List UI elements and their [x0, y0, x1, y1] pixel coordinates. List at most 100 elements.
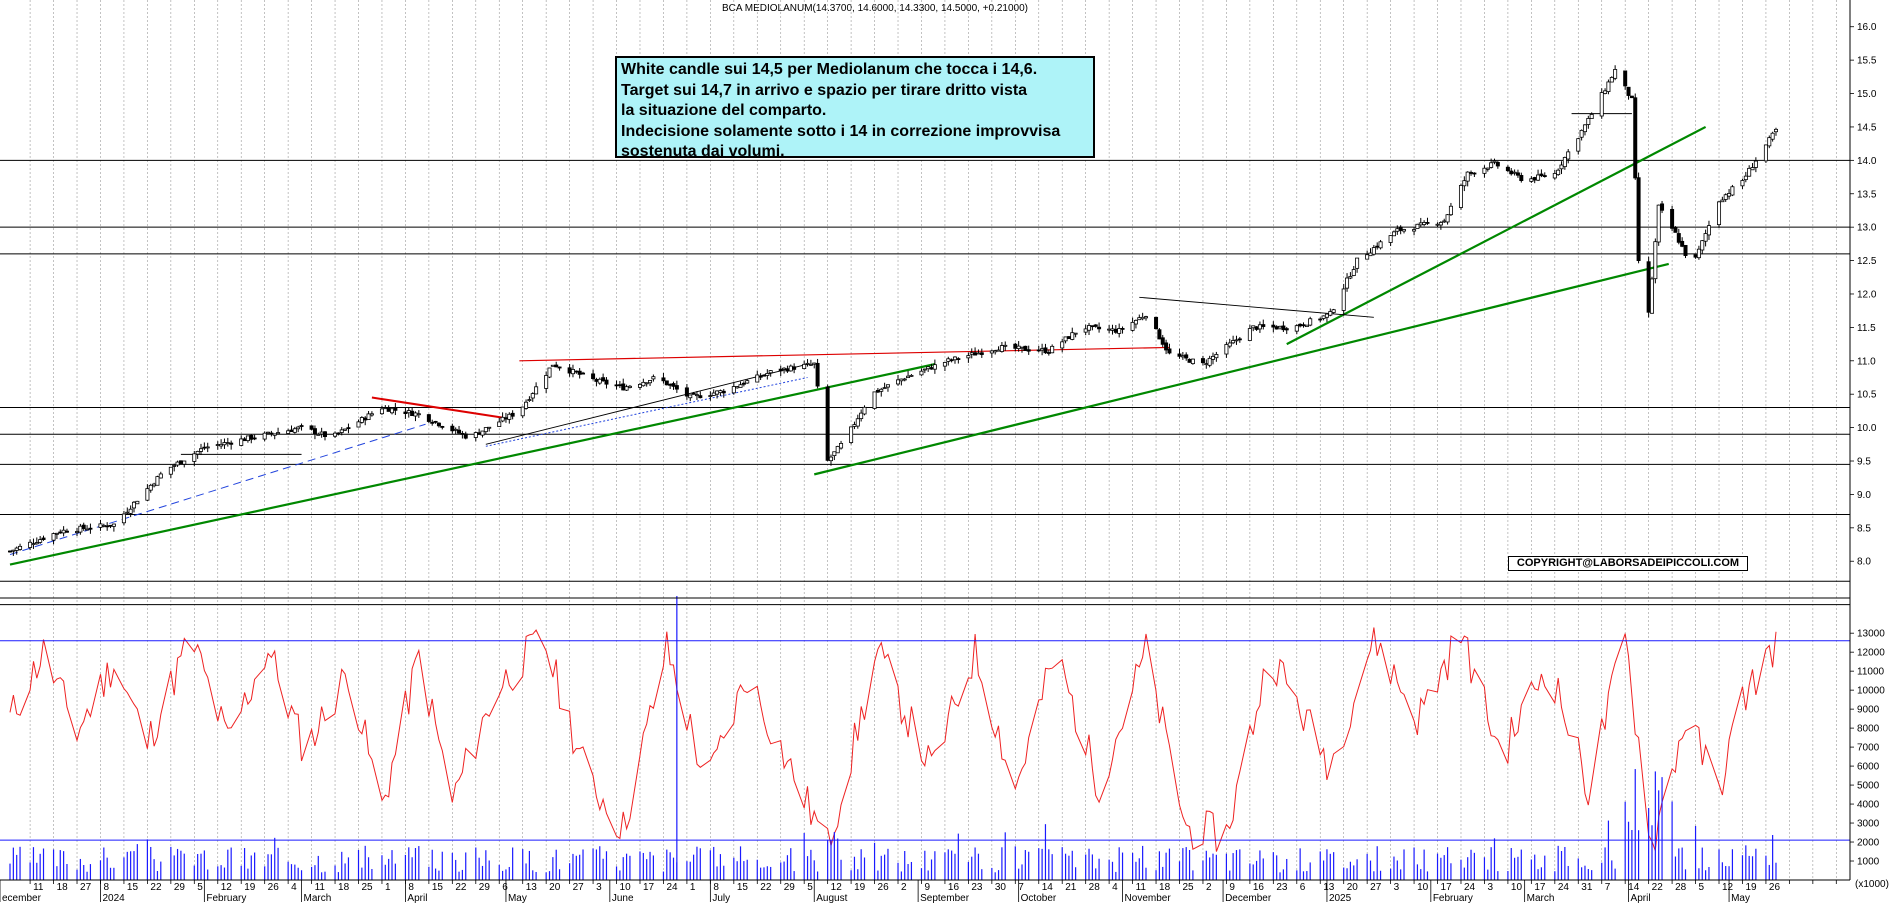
candle — [266, 431, 271, 434]
candle — [1278, 325, 1283, 330]
candle-body — [1696, 248, 1701, 259]
candle-body — [1274, 326, 1279, 330]
candle — [346, 423, 351, 434]
candle-body — [1609, 77, 1614, 83]
candle — [356, 419, 361, 428]
day-tick-label: 29 — [784, 882, 796, 893]
day-tick-label: 17 — [1534, 882, 1546, 893]
candle — [1137, 314, 1142, 321]
candle-body — [379, 408, 384, 415]
candle — [1351, 265, 1356, 277]
candle-body — [637, 383, 642, 388]
candle-body — [1512, 171, 1517, 174]
candle-body — [503, 417, 508, 420]
candle-body — [336, 432, 341, 435]
day-tick-label: 8 — [408, 882, 414, 893]
candle — [1720, 196, 1725, 203]
price-tick-label: 12.0 — [1857, 289, 1877, 300]
candle — [668, 383, 673, 389]
day-tick-label: 2 — [1206, 882, 1212, 893]
price-tick-label: 12.5 — [1857, 256, 1877, 267]
day-tick-label: 13 — [1323, 882, 1335, 893]
candle-body — [849, 426, 854, 443]
candle-body — [108, 524, 113, 527]
candle — [168, 466, 173, 479]
candle-body — [1562, 157, 1567, 168]
candle-body — [1231, 340, 1236, 344]
candle-body — [205, 446, 210, 449]
candle — [14, 546, 19, 555]
candle-body — [718, 390, 723, 394]
candle-body — [75, 531, 80, 533]
candle-body — [1214, 354, 1219, 359]
candle-body — [1351, 269, 1356, 276]
candle-body — [604, 379, 609, 385]
candle-body — [61, 529, 66, 534]
candle — [1646, 256, 1651, 318]
candle-body — [1442, 220, 1447, 223]
candle — [436, 422, 441, 428]
candle — [808, 359, 813, 366]
candle — [1341, 283, 1346, 316]
candle-body — [1301, 324, 1306, 327]
candle-body — [664, 380, 669, 386]
candle-body — [222, 442, 227, 446]
candle — [309, 425, 314, 431]
day-tick-label: 3 — [596, 882, 602, 893]
candle — [1237, 336, 1242, 343]
candle-body — [1445, 214, 1450, 223]
candle-body — [1308, 318, 1313, 326]
candle — [299, 423, 304, 431]
candle-body — [1154, 316, 1159, 330]
candle-body — [1130, 321, 1135, 331]
candle-body — [1670, 209, 1675, 229]
candle-body — [487, 426, 492, 429]
candle — [1110, 324, 1115, 335]
candle — [1187, 358, 1192, 363]
candle-body — [225, 442, 230, 445]
candle — [534, 382, 539, 395]
candle — [1113, 325, 1118, 334]
candle — [1050, 344, 1055, 354]
candle — [671, 381, 676, 390]
candle — [1097, 322, 1102, 333]
candle — [1214, 351, 1219, 362]
candle-body — [1113, 328, 1118, 333]
candle — [812, 362, 817, 369]
candle-body — [1066, 336, 1071, 339]
candle — [1485, 167, 1490, 172]
month-label: February — [206, 893, 246, 903]
candle-body — [782, 367, 787, 370]
candle — [896, 374, 901, 386]
day-tick-label: 6 — [1300, 882, 1306, 893]
candle — [805, 359, 810, 367]
candle — [788, 364, 793, 372]
candle-body — [390, 408, 395, 414]
candle — [956, 357, 961, 364]
candle-body — [761, 374, 766, 377]
candle — [1680, 237, 1685, 248]
candle-body — [1294, 325, 1299, 332]
candle-body — [872, 391, 877, 409]
candle-body — [621, 383, 626, 391]
candle — [366, 411, 371, 421]
candle-body — [7, 550, 12, 553]
candle-body — [1097, 326, 1102, 330]
candle-body — [81, 524, 86, 529]
candle-body — [1566, 151, 1571, 160]
candle — [902, 377, 907, 382]
candle-body — [1190, 358, 1195, 365]
candle-body — [135, 500, 140, 505]
candle — [1636, 172, 1641, 264]
candle-body — [1763, 144, 1768, 162]
candle-body — [1224, 344, 1229, 355]
candle — [1763, 144, 1768, 163]
candle-body — [1740, 180, 1745, 187]
candle-body — [1700, 240, 1705, 251]
day-tick-label: 6 — [502, 882, 508, 893]
candle — [1556, 168, 1561, 176]
candle — [674, 380, 679, 393]
candle — [1717, 201, 1722, 228]
candle-body — [366, 413, 371, 421]
